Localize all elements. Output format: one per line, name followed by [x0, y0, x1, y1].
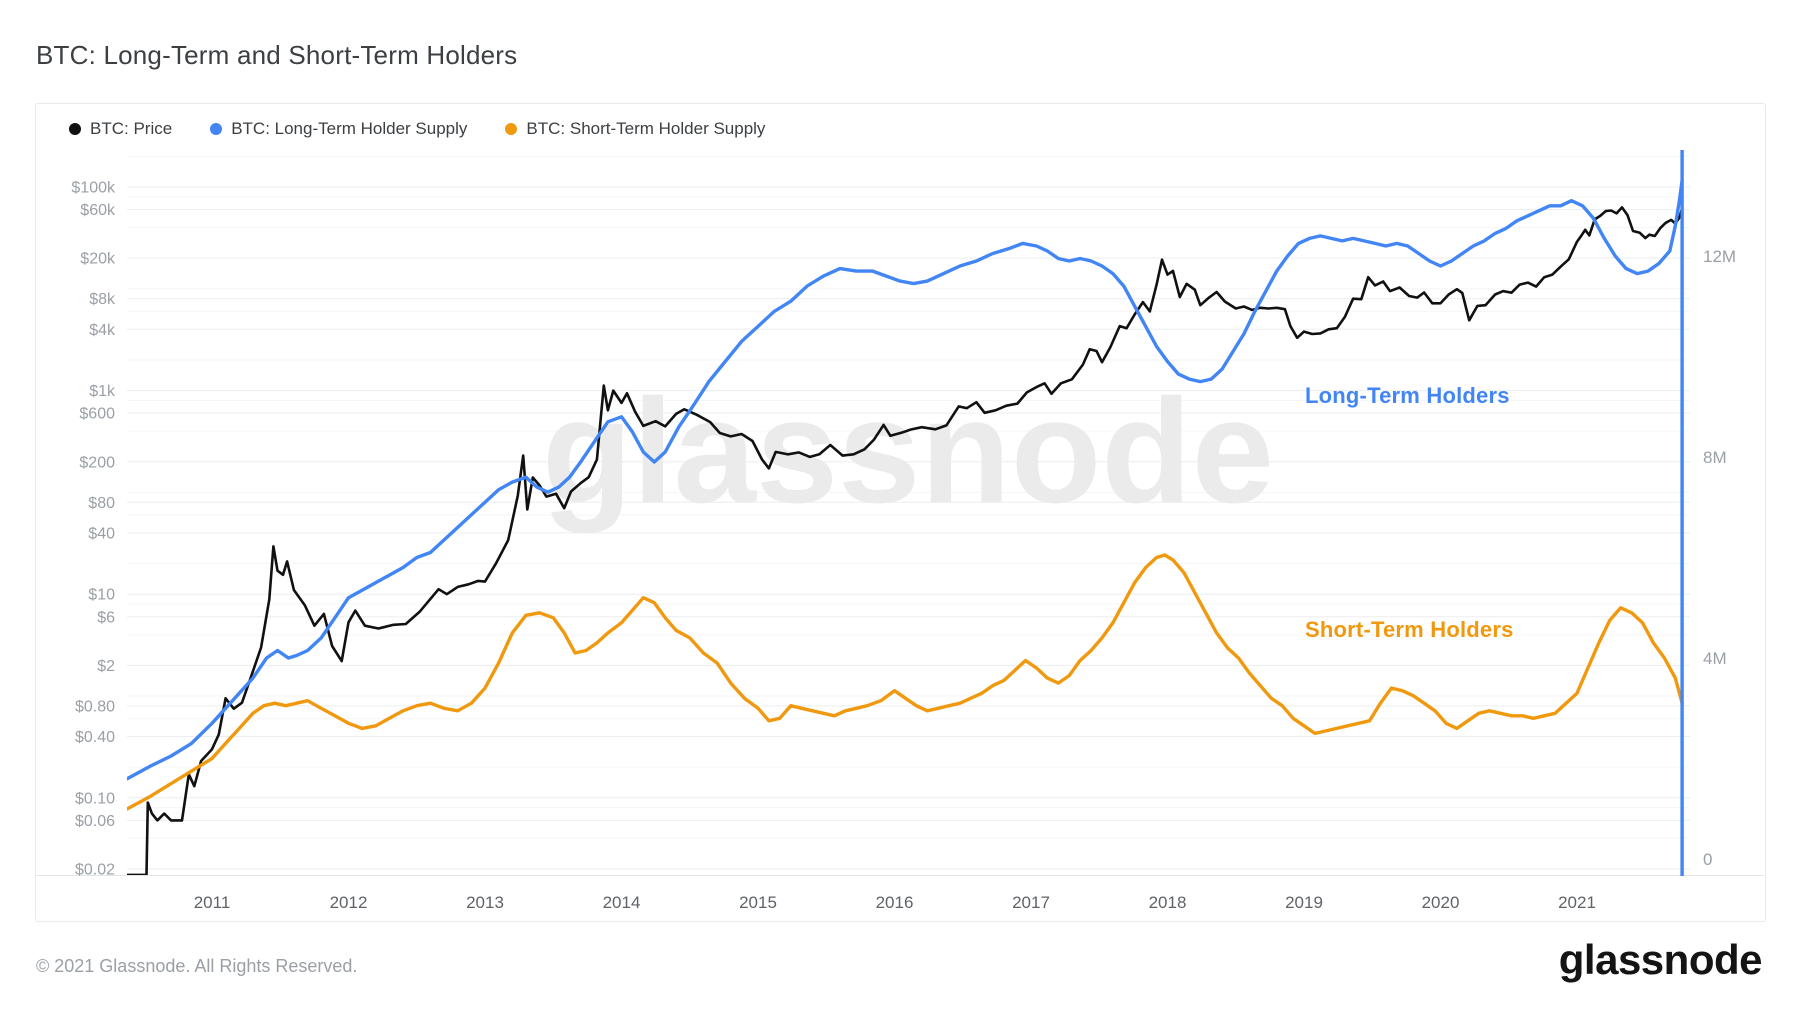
sth-series-dot-icon — [505, 123, 518, 135]
svg-text:2019: 2019 — [1285, 893, 1323, 912]
lth-series-dot-icon — [210, 123, 223, 135]
series-BTC: Long-Term Holder Supply — [127, 178, 1684, 781]
svg-text:2011: 2011 — [194, 893, 231, 912]
svg-text:$6: $6 — [97, 609, 115, 626]
svg-text:$40: $40 — [88, 525, 115, 542]
svg-text:$200: $200 — [79, 454, 115, 471]
axis-tick-labels: $100k $60k $20k $8k $4k $1k $600 $200 $80 $40 $10 $… — [71, 180, 1736, 913]
svg-text:$0.10: $0.10 — [75, 790, 115, 807]
svg-text:$10: $10 — [88, 587, 115, 604]
svg-text:12M: 12M — [1703, 247, 1736, 266]
svg-text:2020: 2020 — [1422, 893, 1460, 912]
chart-card — [35, 103, 1766, 922]
svg-text:$8k: $8k — [89, 291, 116, 308]
glassnode-logo[interactable]: glassnode — [1558, 936, 1763, 983]
page-title: BTC: Long-Term and Short-Term Holders — [36, 40, 518, 70]
legend-label-sth-supply: BTC: Short-Term Holder Supply — [526, 119, 766, 138]
svg-text:2016: 2016 — [876, 893, 914, 912]
svg-text:2017: 2017 — [1012, 893, 1050, 912]
legend-label-lth-supply: BTC: Long-Term Holder Supply — [231, 119, 468, 138]
copyright-text: © 2021 Glassnode. All Rights Reserved. — [36, 956, 358, 976]
series-BTC: Short-Term Holder Supply — [127, 553, 1684, 811]
svg-text:2012: 2012 — [330, 893, 368, 912]
svg-text:2014: 2014 — [603, 893, 641, 912]
svg-text:$2: $2 — [97, 658, 115, 675]
legend-item-price[interactable]: BTC: Price — [69, 119, 172, 139]
svg-text:$0.06: $0.06 — [75, 813, 115, 830]
svg-text:2018: 2018 — [1149, 893, 1187, 912]
svg-text:$4k: $4k — [89, 322, 116, 339]
svg-text:2015: 2015 — [739, 893, 777, 912]
price-series-dot-icon — [69, 123, 81, 135]
svg-text:$100k: $100k — [71, 180, 116, 197]
gridlines — [36, 155, 1764, 876]
svg-text:$0.02: $0.02 — [75, 861, 115, 878]
long-term-holders-annotation: Long-Term Holders — [1305, 383, 1510, 408]
series-lines — [127, 178, 1684, 875]
short-term-holders-annotation: Short-Term Holders — [1305, 617, 1514, 642]
legend-item-lth-supply[interactable]: BTC: Long-Term Holder Supply — [210, 119, 467, 139]
svg-text:4M: 4M — [1703, 649, 1727, 668]
svg-text:$20k: $20k — [80, 251, 116, 268]
svg-text:$0.80: $0.80 — [75, 698, 115, 715]
chart-legend: BTC: Price BTC: Long-Term Holder Supply … — [69, 119, 765, 139]
svg-text:$0.40: $0.40 — [75, 729, 115, 746]
svg-text:0: 0 — [1703, 850, 1712, 869]
svg-text:$600: $600 — [79, 406, 115, 423]
svg-text:$80: $80 — [88, 495, 115, 512]
svg-text:2021: 2021 — [1558, 893, 1596, 912]
watermark: glassnode — [542, 369, 1274, 534]
legend-item-sth-supply[interactable]: BTC: Short-Term Holder Supply — [505, 119, 765, 139]
svg-text:$60k: $60k — [80, 202, 116, 219]
svg-text:glassnode: glassnode — [542, 369, 1274, 534]
legend-label-price: BTC: Price — [90, 119, 173, 138]
svg-text:8M: 8M — [1703, 448, 1727, 467]
svg-text:2013: 2013 — [466, 893, 504, 912]
series-BTC: Price — [127, 206, 1684, 875]
svg-text:$1k: $1k — [89, 383, 116, 400]
